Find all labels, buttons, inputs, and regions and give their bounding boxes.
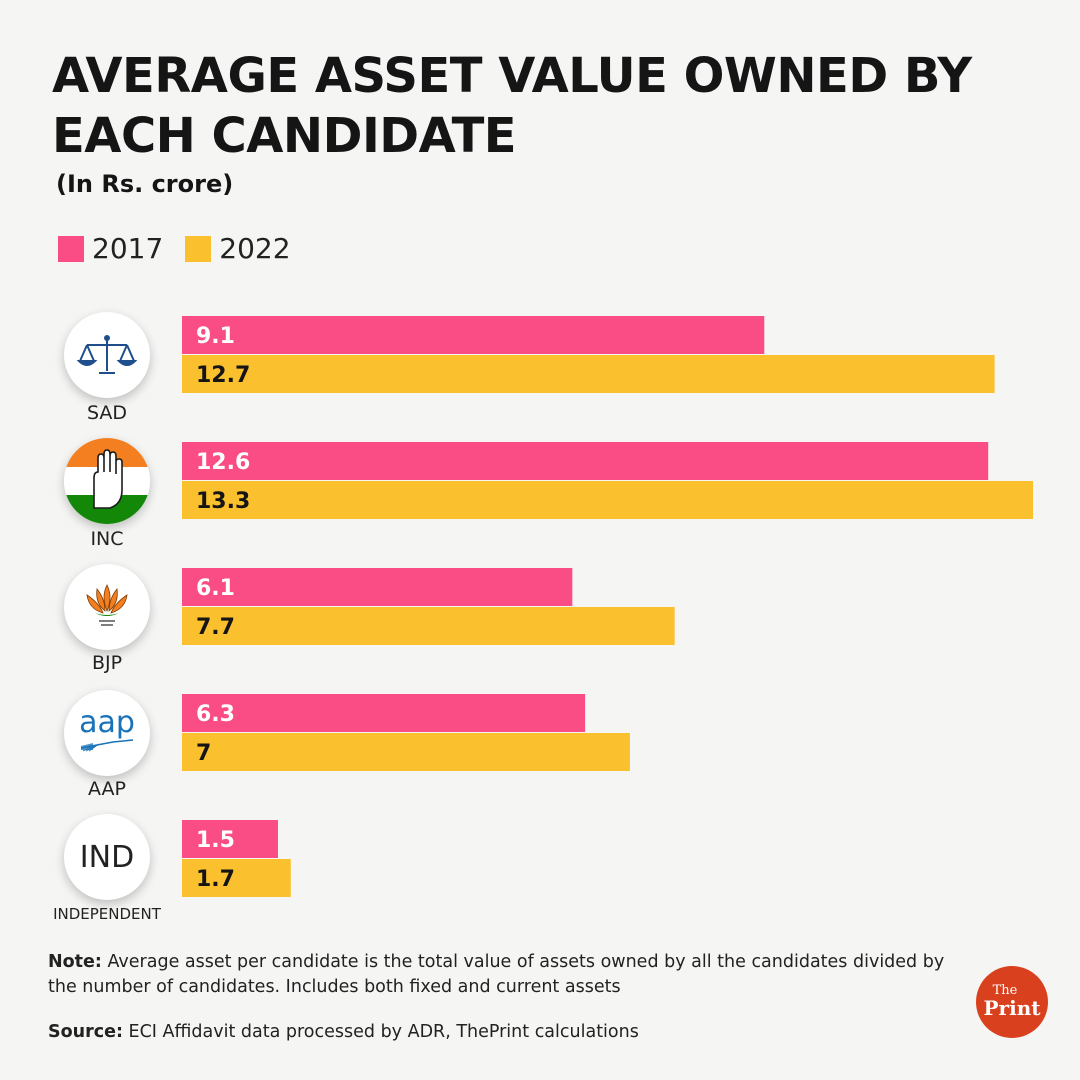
bar-aap-2017	[182, 694, 586, 732]
legend-swatch-2017	[58, 235, 84, 262]
bar-inc-2017	[182, 442, 989, 480]
bar-sad-2022	[182, 355, 995, 393]
bar-chart: 9.1 12.7 12.6 13.3 6.1 7.7 6.3 7 1.5 1.7	[182, 316, 1033, 897]
party-label-independent: INDEPENDENT	[53, 905, 161, 923]
legend-label-2017: 2017	[92, 232, 164, 265]
ind-logo-text: IND	[79, 839, 135, 875]
bar-aap-2022	[182, 733, 630, 771]
bar-label-inc-2022: 13.3	[196, 489, 250, 514]
bar-bjp-2017	[182, 568, 573, 606]
chart-subtitle: (In Rs. crore)	[56, 170, 234, 198]
source-text: Source: ECI Affidavit data processed by …	[48, 1022, 639, 1042]
bar-label-bjp-2022: 7.7	[196, 615, 235, 640]
bar-label-aap-2022: 7	[196, 741, 211, 766]
bar-label-independent-2022: 1.7	[196, 867, 235, 892]
note-label: Note:	[48, 952, 102, 972]
scales-icon	[77, 335, 137, 374]
brand-the: The	[992, 983, 1018, 998]
bar-independent-2022	[182, 859, 291, 897]
legend: 2017 2022	[58, 232, 313, 265]
party-label-aap: AAP	[88, 778, 126, 800]
bar-label-sad-2022: 12.7	[196, 363, 250, 388]
bar-label-sad-2017: 9.1	[196, 324, 235, 349]
aap-logo-text: aap	[79, 705, 135, 740]
bar-label-inc-2017: 12.6	[196, 450, 250, 475]
chart-title: AVERAGE ASSET VALUE OWNED BY EACH CANDID…	[52, 48, 972, 164]
bar-independent-2017	[182, 820, 278, 858]
party-label-bjp: BJP	[91, 652, 123, 674]
theprint-logo: The Print	[976, 966, 1048, 1038]
party-label-sad: SAD	[86, 402, 128, 424]
aap-logo: aap	[64, 690, 150, 776]
inc-logo	[64, 438, 150, 524]
note-text: Note: Average asset per candidate is the…	[48, 950, 978, 1000]
bar-label-aap-2017: 6.3	[196, 702, 235, 727]
note-body: Average asset per candidate is the total…	[48, 952, 945, 997]
bar-inc-2022	[182, 481, 1033, 519]
ind-logo: IND	[64, 814, 150, 900]
lotus-icon	[86, 584, 128, 626]
brand-print: Print	[983, 996, 1041, 1020]
sad-logo	[64, 312, 150, 398]
legend-item-2017: 2017	[58, 232, 163, 265]
bjp-logo	[64, 564, 150, 650]
hand-icon	[64, 438, 150, 524]
source-label: Source:	[48, 1022, 123, 1042]
bar-label-bjp-2017: 6.1	[196, 576, 235, 601]
party-label-inc: INC	[90, 528, 124, 550]
bar-bjp-2022	[182, 607, 675, 645]
legend-swatch-2022	[185, 235, 212, 262]
bar-label-independent-2017: 1.5	[196, 828, 235, 853]
broom-icon	[80, 739, 134, 752]
source-body: ECI Affidavit data processed by ADR, The…	[122, 1022, 639, 1042]
legend-label-2022: 2022	[219, 232, 291, 265]
bar-sad-2017	[182, 316, 765, 354]
legend-item-2022: 2022	[185, 232, 291, 265]
